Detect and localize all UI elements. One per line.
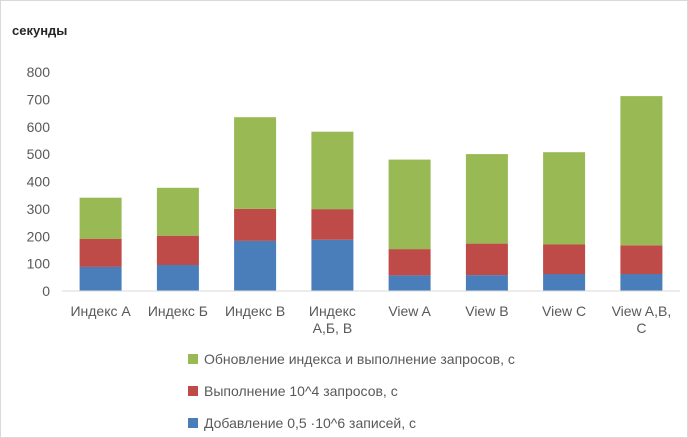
legend-label: Обновление индекса и выполнение запросов… (204, 351, 515, 367)
y-tick-label: 300 (27, 201, 51, 217)
bar-segment (234, 117, 277, 209)
x-tick-label: View A (388, 303, 431, 319)
y-tick-label: 400 (27, 174, 51, 190)
y-tick-label: 500 (27, 146, 51, 162)
legend-swatch (188, 354, 198, 364)
y-tick-label: 0 (42, 283, 50, 299)
x-tick-label: View A,B, (612, 303, 672, 319)
y-tick-label: 100 (27, 256, 51, 272)
legend-label: Выполнение 10^4 запросов, с (204, 383, 398, 399)
bar-segment (234, 208, 277, 241)
bar-segment (79, 266, 122, 291)
y-tick-label: 800 (27, 64, 51, 80)
legend-label: Добавление 0,5 ·10^6 записей, с (204, 415, 416, 431)
bar-segment (543, 244, 586, 275)
bar-segment (311, 209, 354, 240)
bar-segment (79, 238, 122, 267)
bar-segment (465, 243, 508, 276)
legend-swatch (188, 418, 198, 428)
bar-segment (620, 274, 663, 291)
y-tick-label: 600 (27, 119, 51, 135)
bar-segment (79, 197, 122, 239)
bar-segment (156, 187, 199, 236)
bar-segment (234, 240, 277, 291)
x-tick-label: А,Б, В (313, 320, 353, 336)
bar-segment (465, 154, 508, 244)
bar-segment (156, 265, 199, 291)
bar-segment (543, 274, 586, 291)
y-tick-label: 200 (27, 228, 51, 244)
x-tick-label: Индекс Б (148, 303, 208, 319)
bar-segment (620, 245, 663, 274)
x-tick-label: Индекс (309, 303, 356, 319)
bar-segment (388, 159, 431, 250)
y-tick-label: 700 (27, 91, 51, 107)
x-tick-label: View C (542, 303, 586, 319)
bar-segment (388, 275, 431, 291)
bar-segment (465, 275, 508, 291)
x-tick-label: C (636, 320, 646, 336)
y-unit-label: секунды (12, 23, 67, 38)
bar-segment (311, 131, 354, 210)
bar-segment (388, 249, 431, 276)
bar-segment (543, 152, 586, 245)
x-tick-label: Индекс В (225, 303, 285, 319)
x-tick-label: View B (465, 303, 508, 319)
bar-segment (620, 96, 663, 246)
bar-segment (156, 235, 199, 265)
legend-swatch (188, 386, 198, 396)
x-tick-label: Индекс А (70, 303, 131, 319)
bar-segment (311, 239, 354, 291)
